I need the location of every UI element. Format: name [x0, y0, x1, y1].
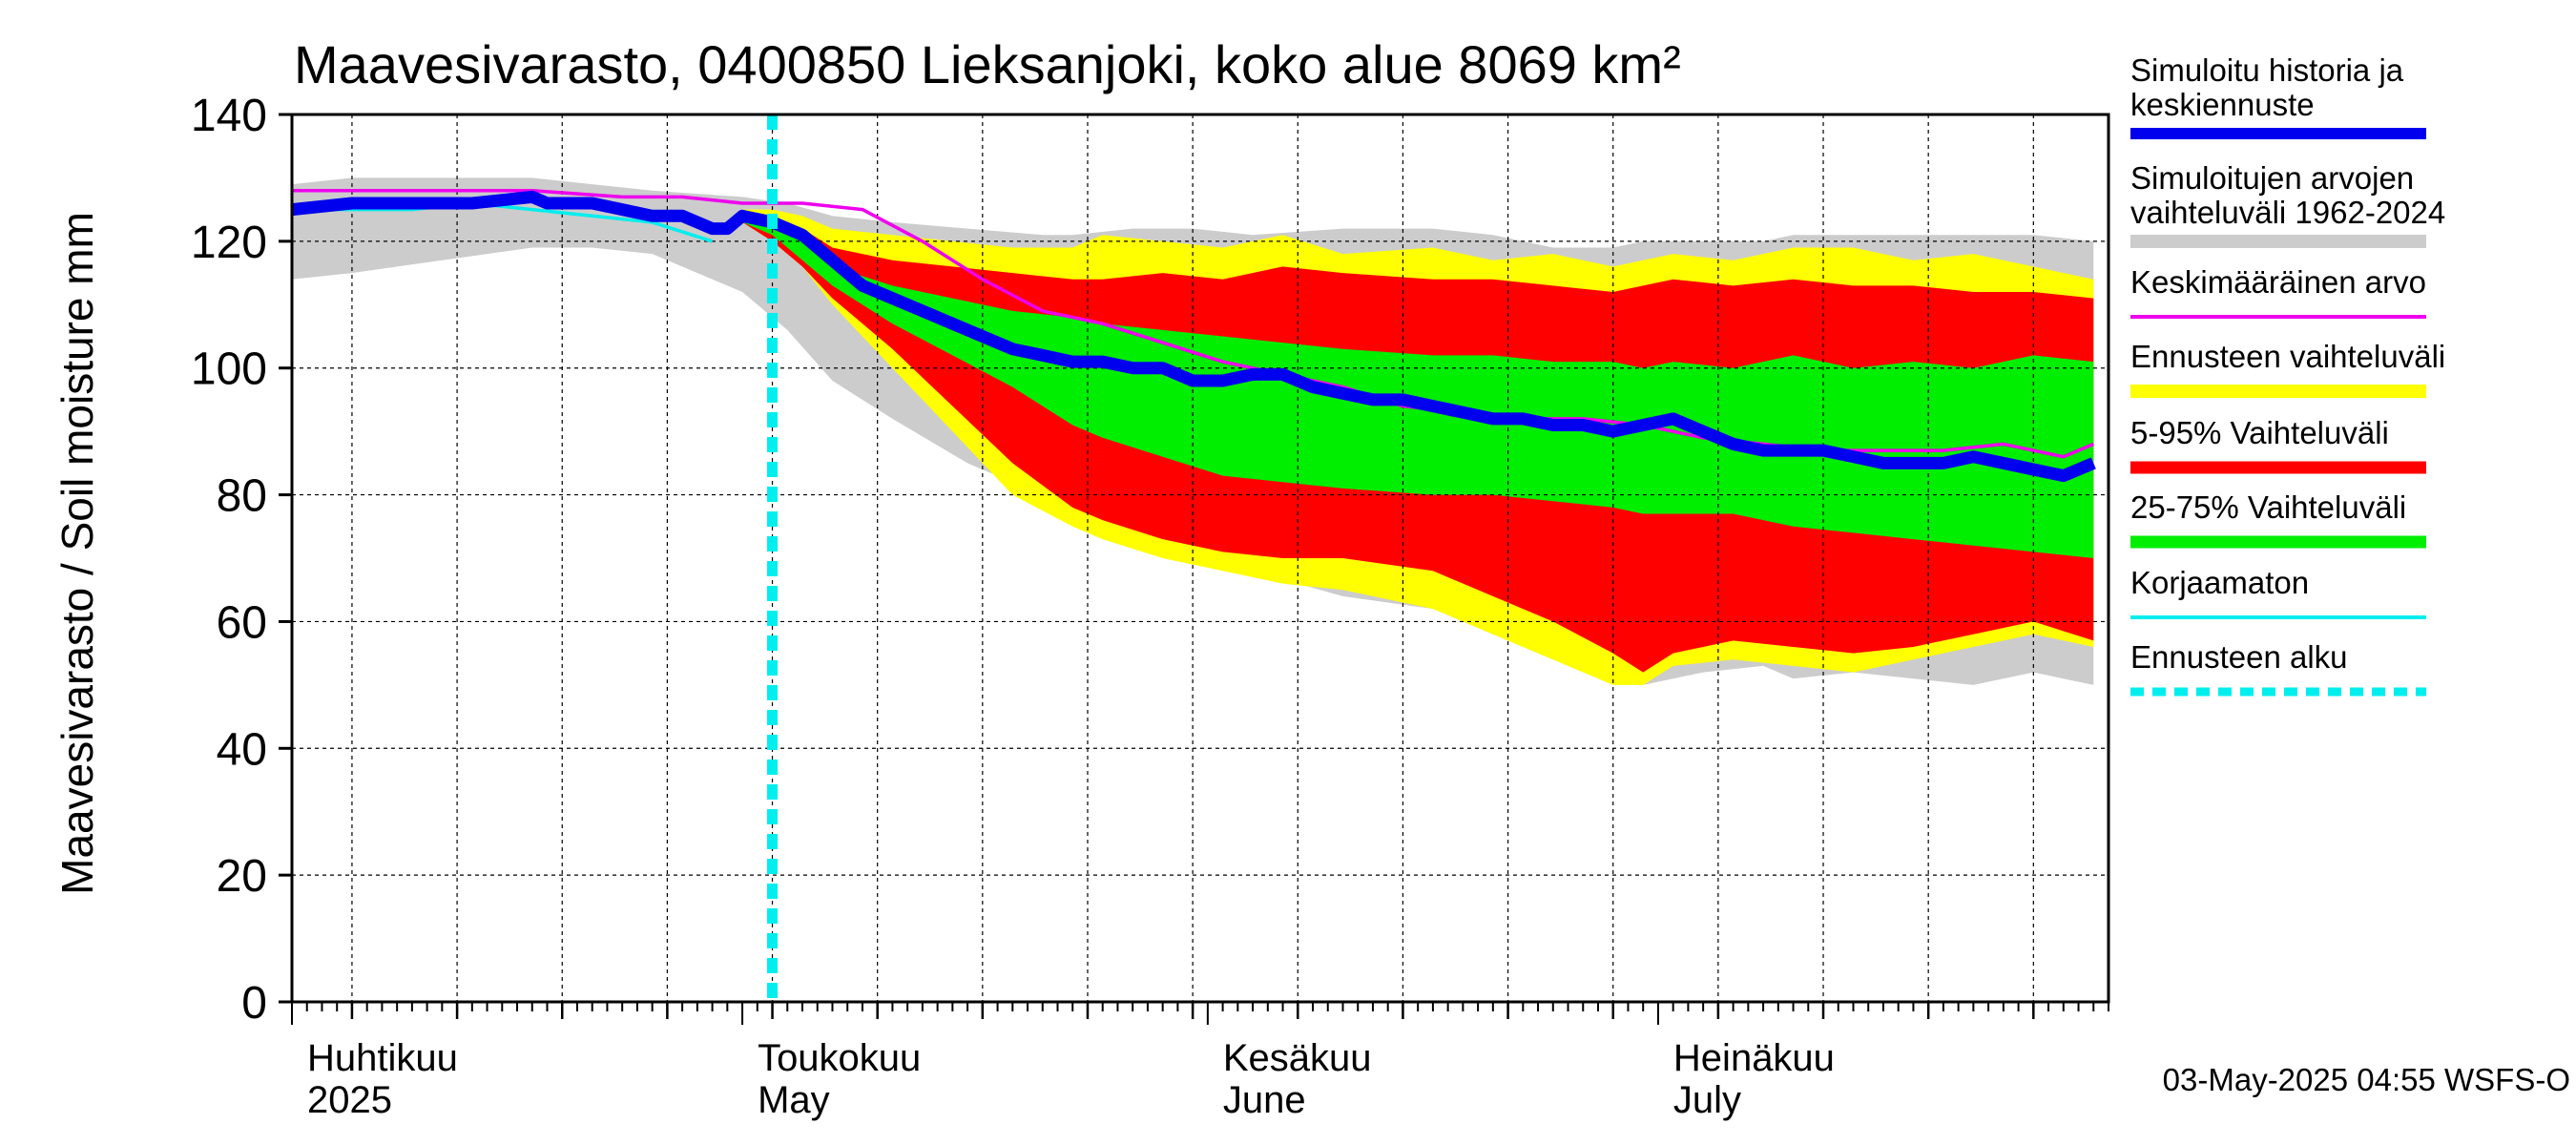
y-tick-label: 40: [217, 724, 267, 775]
y-tick-label: 20: [217, 851, 267, 902]
line-korjaamaton: [292, 201, 714, 243]
month-label-fi: Toukokuu: [758, 1037, 921, 1079]
month-label-fi: Heinäkuu: [1673, 1037, 1835, 1079]
legend-label: 5-95% Vaihteluväli: [2130, 415, 2389, 450]
legend-label: Ennusteen vaihteluväli: [2130, 339, 2445, 374]
legend-item-ennusteen-alku: Ennusteen alku: [2130, 639, 2426, 697]
legend-item-korjaamaton: Korjaamaton: [2130, 565, 2426, 619]
legend-label: 25-75% Vaihteluväli: [2130, 489, 2406, 525]
plot-frame: [290, 113, 2110, 1004]
legend-label: Keskimääräinen arvo: [2130, 264, 2426, 300]
y-tick-label: 0: [241, 978, 267, 1029]
legend-label-line: Simuloitu historia ja: [2130, 52, 2404, 88]
timestamp-label: 03-May-2025 04:55 WSFS-O: [2163, 1062, 2570, 1097]
legend-label-line: Simuloitujen arvojen: [2130, 160, 2414, 196]
legend-label: Ennusteen alku: [2130, 639, 2348, 675]
legend: Simuloitu historia ja keskiennusteSimuloi…: [2130, 52, 2445, 697]
chart-title: Maavesivarasto, 0400850 Lieksanjoki, kok…: [294, 34, 1681, 94]
month-label-en: 2025: [307, 1079, 392, 1121]
y-axis: 0 20 40 60 80 100 120 140: [191, 91, 292, 1029]
legend-item-simuloitu-historia-ja-keskiennuste: Simuloitu historia ja keskiennuste: [2130, 52, 2426, 139]
y-tick-label: 120: [191, 218, 267, 268]
month-label-en: May: [758, 1079, 830, 1121]
legend-item-simuloitujen-arvojen-vaihteluv-li-1962-2024: Simuloitujen arvojen vaihteluväli 1962-20…: [2130, 160, 2445, 248]
y-tick-label: 60: [217, 597, 267, 648]
y-tick-label: 100: [191, 344, 267, 395]
month-label-fi: Huhtikuu: [307, 1037, 458, 1079]
legend-item-ennusteen-vaihteluv-li: Ennusteen vaihteluväli: [2130, 339, 2445, 398]
y-tick-label: 140: [191, 91, 267, 141]
legend-item-25-75-vaihteluv-li: 25-75% Vaihteluväli: [2130, 489, 2426, 549]
y-axis-label: Maavesivarasto / Soil moisture mm: [52, 212, 102, 895]
legend-label-line: keskiennuste: [2130, 87, 2315, 122]
band-25-75-vaihteluv-li: [742, 216, 2094, 559]
plot-area: [290, 113, 2110, 1004]
month-label-fi: Kesäkuu: [1223, 1037, 1372, 1079]
legend-item-5-95-vaihteluv-li: 5-95% Vaihteluväli: [2130, 415, 2426, 474]
month-label-en: June: [1223, 1079, 1306, 1121]
y-tick-label: 80: [217, 471, 267, 522]
legend-label: Simuloitu historia ja keskiennuste: [2130, 52, 2404, 122]
legend-label: Korjaamaton: [2130, 565, 2309, 600]
legend-item-keskim-r-inen-arvo: Keskimääräinen arvo: [2130, 264, 2426, 319]
month-label-en: July: [1673, 1079, 1741, 1121]
legend-label-line: vaihteluväli 1962-2024: [2130, 195, 2445, 230]
legend-label: Simuloitujen arvojen vaihteluväli 1962-20…: [2130, 160, 2445, 230]
line-simuloitu-historia-ja-keskiennuste: [291, 190, 2096, 483]
